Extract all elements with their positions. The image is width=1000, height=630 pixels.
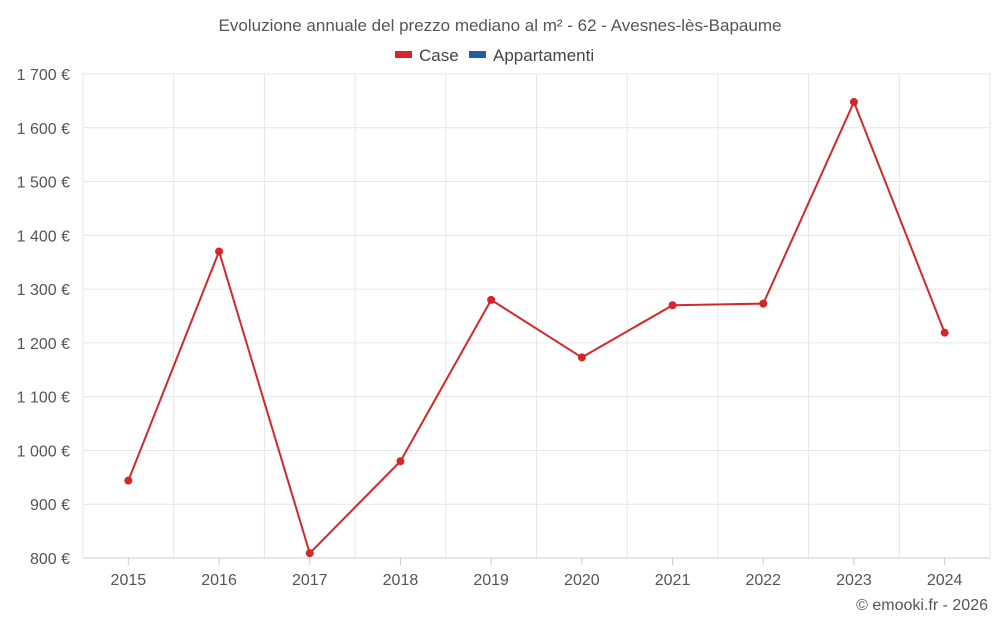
data-point[interactable] bbox=[668, 301, 677, 310]
y-tick-label: 1 000 € bbox=[17, 443, 70, 460]
data-point[interactable] bbox=[940, 328, 949, 337]
chart-title: Evoluzione annuale del prezzo mediano al… bbox=[219, 16, 782, 35]
data-point[interactable] bbox=[305, 549, 314, 558]
y-tick-label: 1 200 € bbox=[17, 336, 70, 353]
y-tick-label: 1 700 € bbox=[17, 67, 70, 84]
data-point[interactable] bbox=[849, 97, 858, 106]
x-tick-label: 2019 bbox=[473, 572, 509, 589]
y-tick-label: 1 400 € bbox=[17, 228, 70, 245]
data-point[interactable] bbox=[124, 476, 133, 485]
x-tick-label: 2023 bbox=[836, 572, 872, 589]
legend-swatch-appartamenti bbox=[469, 51, 486, 58]
legend-swatch-case bbox=[395, 51, 412, 58]
y-tick-label: 1 100 € bbox=[17, 390, 70, 407]
data-point[interactable] bbox=[396, 457, 405, 466]
data-point[interactable] bbox=[215, 247, 224, 256]
x-tick-label: 2022 bbox=[745, 572, 781, 589]
grid bbox=[82, 73, 991, 559]
legend-label-case: Case bbox=[419, 46, 459, 65]
data-point[interactable] bbox=[487, 295, 496, 304]
legend: Case Appartamenti bbox=[395, 46, 594, 65]
x-tick-label: 2018 bbox=[383, 572, 419, 589]
legend-item-appartamenti[interactable]: Appartamenti bbox=[469, 46, 594, 65]
series-line bbox=[127, 100, 946, 555]
series bbox=[124, 97, 949, 558]
x-tick-label: 2016 bbox=[201, 572, 237, 589]
axes: 800 € 900 € 1 000 € 1 100 € 1 200 € 1 300 € 1 … bbox=[17, 67, 990, 589]
x-tick-label: 2024 bbox=[927, 572, 963, 589]
credit-text: © emooki.fr - 2026 bbox=[856, 597, 988, 614]
legend-item-case[interactable]: Case bbox=[395, 46, 459, 65]
data-point[interactable] bbox=[759, 299, 768, 308]
data-point[interactable] bbox=[577, 353, 586, 362]
y-tick-label: 1 500 € bbox=[17, 175, 70, 192]
x-tick-label: 2021 bbox=[655, 572, 691, 589]
x-tick-label: 2017 bbox=[292, 572, 328, 589]
legend-label-appartamenti: Appartamenti bbox=[493, 46, 594, 65]
y-tick-label: 1 300 € bbox=[17, 282, 70, 299]
y-tick-label: 1 600 € bbox=[17, 121, 70, 138]
x-tick-label: 2015 bbox=[111, 572, 147, 589]
y-tick-label: 900 € bbox=[30, 497, 70, 514]
x-tick-label: 2020 bbox=[564, 572, 600, 589]
y-tick-label: 800 € bbox=[30, 551, 70, 568]
